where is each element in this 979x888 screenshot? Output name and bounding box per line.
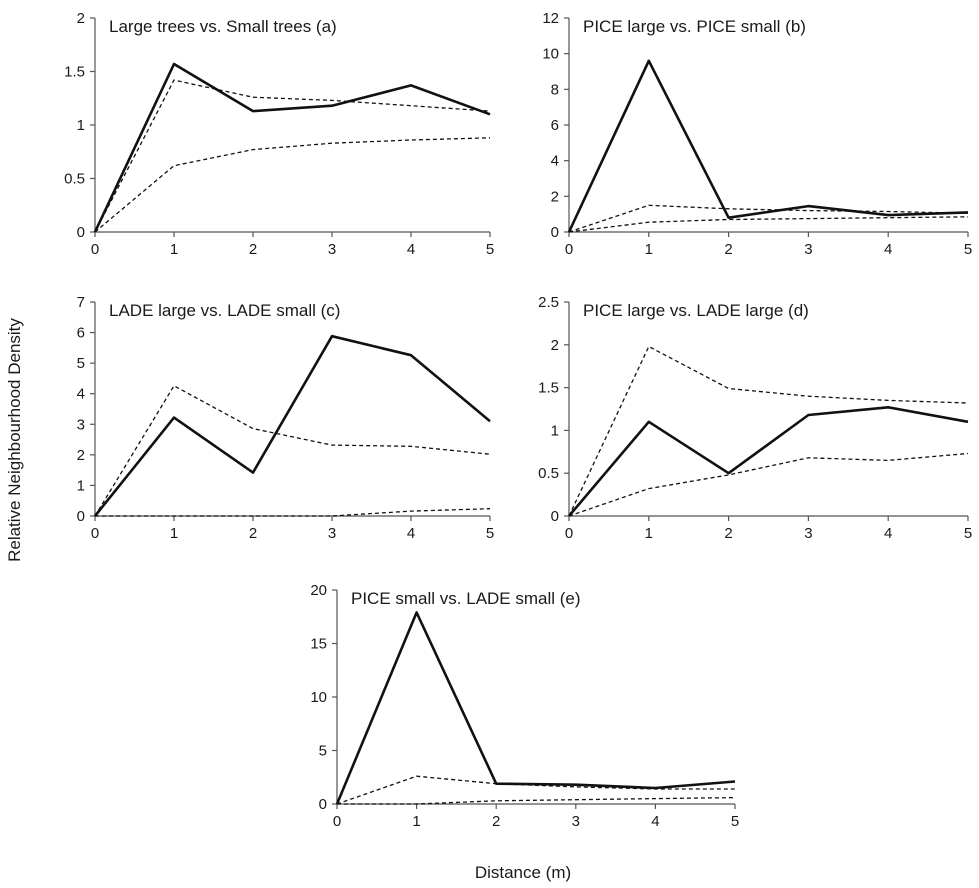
panel-e: 0 5 10 15 20 0 1 2 3 4 5 PICE small vs. LADE small … — [310, 582, 739, 830]
y-tick-label: 15 — [310, 636, 327, 653]
x-tick-label: 4 — [884, 525, 892, 542]
y-tick-label: 20 — [310, 582, 327, 599]
x-tick-label: 0 — [565, 241, 573, 258]
x-tick-label: 5 — [964, 241, 972, 258]
x-tick-label: 2 — [249, 525, 257, 542]
x-tick-label: 2 — [492, 813, 500, 830]
panel-title-e: PICE small vs. LADE small (e) — [351, 589, 581, 608]
envelope-line-b-1 — [568, 204, 969, 233]
envelope-line-a-2 — [94, 137, 491, 233]
y-tick-label: 0 — [319, 796, 327, 813]
y-tick-label: 2.5 — [538, 294, 559, 311]
envelope-line-d-1 — [568, 345, 969, 517]
x-tick-label: 4 — [407, 241, 415, 258]
x-tick-label: 3 — [328, 241, 336, 258]
envelope-line-c-2 — [95, 508, 491, 517]
y-tick-label: 5 — [77, 355, 85, 372]
x-tick-label: 1 — [170, 241, 178, 258]
x-tick-label: 1 — [645, 241, 653, 258]
x-tick-label: 2 — [724, 525, 732, 542]
y-tick-label: 1.5 — [538, 380, 559, 397]
envelope-line-a-1 — [94, 79, 491, 233]
panel-title-b: PICE large vs. PICE small (b) — [583, 17, 806, 36]
y-tick-label: 10 — [542, 46, 559, 63]
panel-c: 0 1 2 3 4 5 6 7 0 1 2 3 4 5 LADE large vs. LADE small … — [77, 294, 495, 542]
y-tick-label: 4 — [77, 386, 85, 403]
observed-line-b-0 — [567, 59, 969, 233]
y-tick-label: 0 — [551, 508, 559, 525]
x-tick-label: 4 — [651, 813, 659, 830]
panel-d: 0 0.5 1 1.5 2 2.5 0 1 2 3 4 5 PICE large vs. LADE la… — [538, 294, 972, 542]
y-tick-label: 4 — [551, 153, 559, 170]
x-tick-label: 2 — [249, 241, 257, 258]
envelope-line-c-1 — [94, 384, 491, 517]
panel-title-c: LADE large vs. LADE small (c) — [109, 301, 340, 320]
x-tick-label: 1 — [170, 525, 178, 542]
y-tick-label: 1 — [551, 422, 559, 439]
y-tick-label: 0.5 — [64, 171, 85, 188]
y-tick-label: 0.5 — [538, 465, 559, 482]
y-tick-label: 2 — [551, 337, 559, 354]
x-tick-label: 3 — [804, 241, 812, 258]
x-tick-label: 0 — [91, 241, 99, 258]
y-tick-label: 1.5 — [64, 64, 85, 81]
x-tick-label: 3 — [572, 813, 580, 830]
x-tick-label: 3 — [328, 525, 336, 542]
y-axis-label: Relative Neighbourhood Density — [5, 318, 24, 562]
x-axis-label: Distance (m) — [475, 863, 571, 882]
x-tick-label: 1 — [412, 813, 420, 830]
y-tick-label: 0 — [551, 224, 559, 241]
y-tick-label: 5 — [319, 743, 327, 760]
x-tick-label: 3 — [804, 525, 812, 542]
y-tick-label: 8 — [551, 81, 559, 98]
x-tick-label: 1 — [645, 525, 653, 542]
observed-line-d-0 — [568, 405, 969, 517]
y-tick-label: 0 — [77, 508, 85, 525]
y-tick-label: 2 — [77, 10, 85, 27]
panel-title-a: Large trees vs. Small trees (a) — [109, 17, 337, 36]
envelope-line-e-1 — [336, 775, 735, 805]
envelope-line-e-2 — [337, 796, 736, 805]
y-tick-label: 12 — [542, 10, 559, 27]
y-tick-label: 6 — [77, 325, 85, 342]
y-tick-label: 1 — [77, 117, 85, 134]
x-tick-label: 5 — [964, 525, 972, 542]
x-tick-label: 5 — [486, 241, 494, 258]
y-tick-label: 6 — [551, 117, 559, 134]
x-tick-label: 5 — [486, 525, 494, 542]
panel-a: 0 0.5 1 1.5 2 0 1 2 3 4 5 Large trees vs. Small tre… — [64, 10, 494, 258]
y-tick-label: 0 — [77, 224, 85, 241]
x-tick-label: 2 — [724, 241, 732, 258]
x-tick-label: 0 — [333, 813, 341, 830]
y-tick-label: 7 — [77, 294, 85, 311]
y-tick-label: 2 — [551, 188, 559, 205]
y-tick-label: 1 — [77, 477, 85, 494]
x-tick-label: 5 — [731, 813, 739, 830]
x-tick-label: 4 — [407, 525, 415, 542]
x-tick-label: 4 — [884, 241, 892, 258]
observed-line-a-0 — [93, 62, 491, 233]
observed-line-e-0 — [335, 611, 736, 805]
y-tick-label: 2 — [77, 447, 85, 464]
y-tick-label: 3 — [77, 416, 85, 433]
observed-line-c-0 — [93, 334, 491, 517]
envelope-line-b-2 — [568, 216, 969, 233]
y-tick-label: 10 — [310, 689, 327, 706]
x-tick-label: 0 — [91, 525, 99, 542]
envelope-line-d-2 — [568, 452, 969, 517]
x-tick-label: 0 — [565, 525, 573, 542]
panel-title-d: PICE large vs. LADE large (d) — [583, 301, 809, 320]
